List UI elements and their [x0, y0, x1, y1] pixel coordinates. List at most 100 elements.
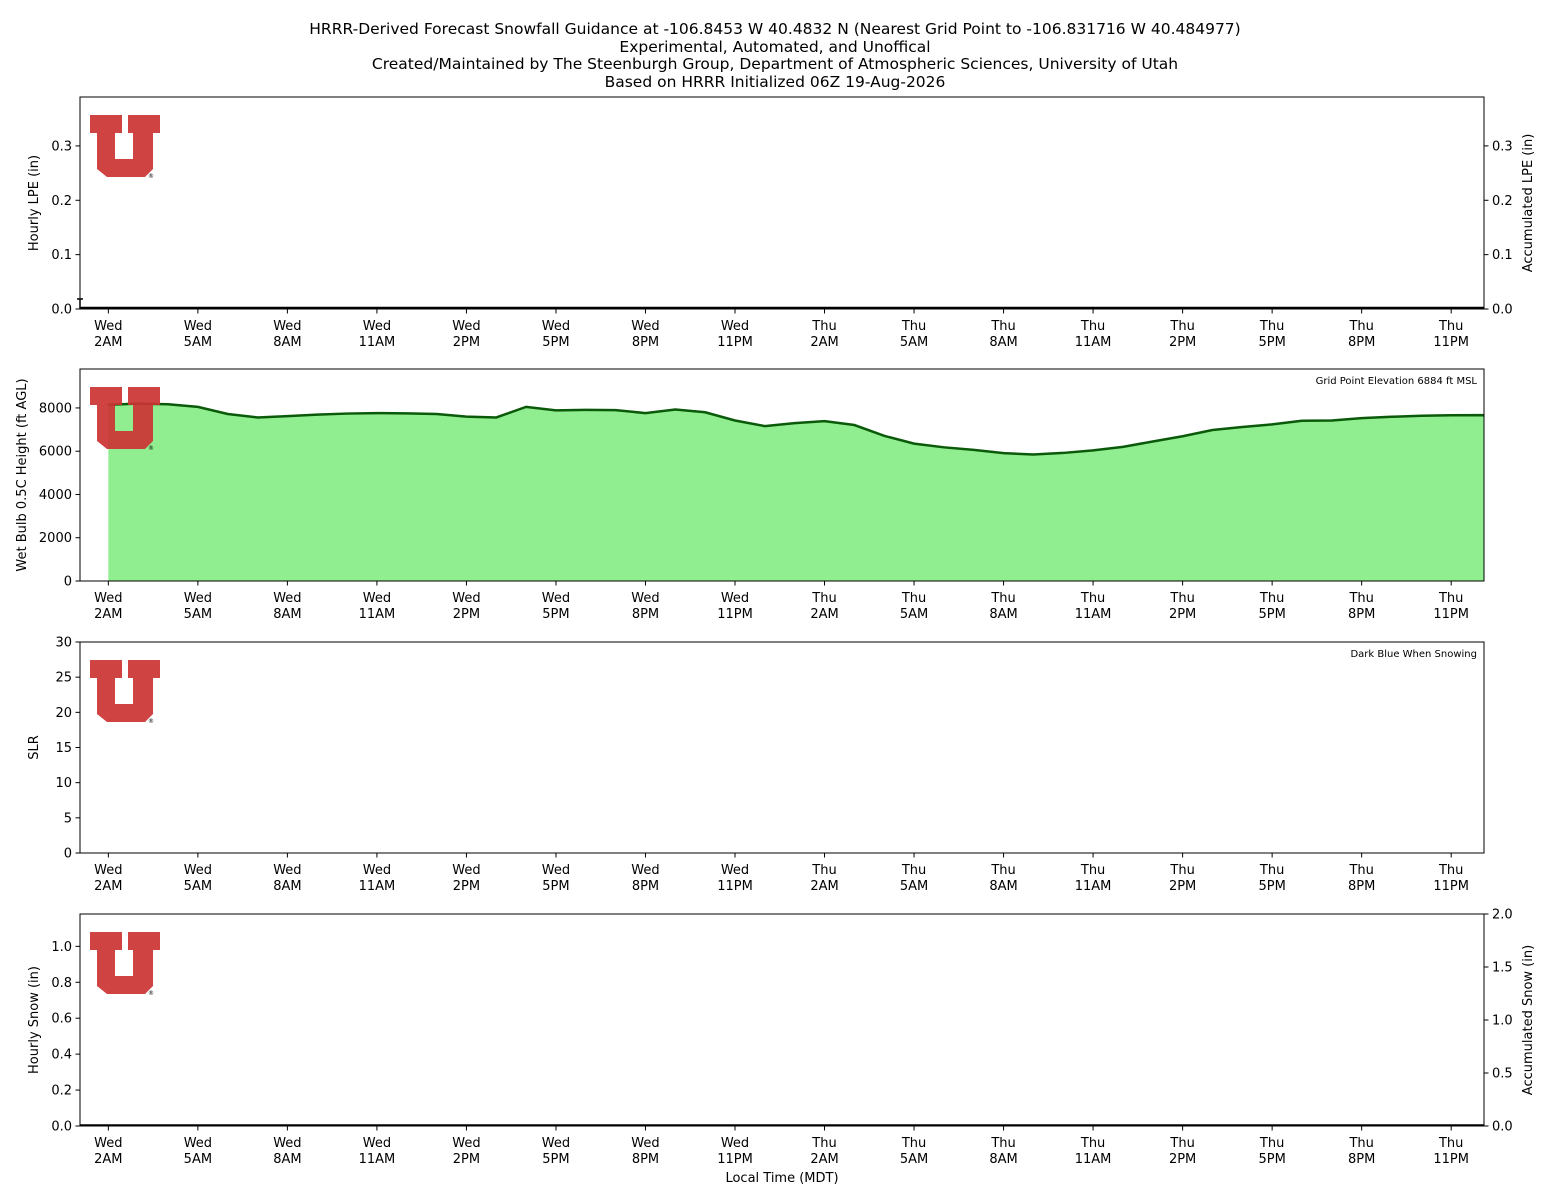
x-tick-label-time: 2AM	[810, 335, 838, 350]
x-tick-label-time: 8AM	[273, 1152, 301, 1167]
x-tick-label-day: Thu	[1348, 1136, 1373, 1151]
x-tick-label-time: 5AM	[900, 335, 928, 350]
y-tick-label: 0	[64, 575, 72, 590]
y2-tick-label: 0.0	[1492, 1120, 1513, 1135]
y-tick-label: 2000	[39, 531, 72, 546]
y-axis-label: Hourly LPE (in)	[27, 155, 42, 251]
x-tick-label-day: Thu	[990, 591, 1015, 606]
x-tick-label-day: Wed	[94, 319, 122, 334]
x-tick-label-time: 11PM	[717, 607, 753, 622]
x-tick-label-day: Thu	[811, 863, 836, 878]
x-tick-label-time: 11PM	[717, 335, 753, 350]
x-tick-label-time: 8AM	[989, 879, 1017, 894]
university-of-utah-logo: ®	[90, 932, 160, 997]
x-tick-label-day: Wed	[273, 863, 301, 878]
title-line-4: Based on HRRR Initialized 06Z 19-Aug-202…	[604, 72, 946, 91]
logo-u-shape	[90, 387, 160, 449]
x-tick-label-time: 11AM	[359, 335, 396, 350]
chart-title: HRRR-Derived Forecast Snowfall Guidance …	[0, 20, 1550, 91]
x-tick-label-day: Thu	[1259, 1136, 1284, 1151]
x-tick-label-day: Wed	[721, 319, 749, 334]
x-tick-label-day: Wed	[452, 1136, 480, 1151]
x-tick-label-time: 8PM	[1348, 607, 1375, 622]
x-tick-label-day: Thu	[990, 1136, 1015, 1151]
x-axis-label: Local Time (MDT)	[725, 1171, 838, 1186]
x-tick-label-time: 2AM	[94, 335, 122, 350]
x-tick-label-day: Thu	[990, 319, 1015, 334]
y-tick-label: 8000	[39, 401, 72, 416]
x-tick-label-time: 5AM	[184, 1152, 212, 1167]
y-tick-label: 0.3	[51, 139, 72, 154]
x-tick-label-time: 8PM	[632, 1152, 659, 1167]
x-tick-label-day: Thu	[1080, 319, 1105, 334]
x-tick-label-time: 5PM	[1258, 879, 1285, 894]
x-tick-label-day: Thu	[1259, 591, 1284, 606]
x-tick-label-time: 2PM	[1169, 1152, 1196, 1167]
x-tick-label-time: 5PM	[1258, 607, 1285, 622]
x-tick-label-time: 5PM	[542, 1152, 569, 1167]
x-tick-label-day: Thu	[1348, 319, 1373, 334]
x-tick-label-time: 11AM	[1075, 335, 1112, 350]
x-tick-label-time: 8PM	[632, 335, 659, 350]
y-tick-label: 10	[55, 776, 72, 791]
y-tick-label: 15	[55, 741, 72, 756]
x-tick-label-day: Thu	[901, 319, 926, 334]
x-tick-label-day: Wed	[542, 319, 570, 334]
x-tick-label-time: 8PM	[632, 879, 659, 894]
x-tick-label-day: Thu	[990, 863, 1015, 878]
y2-tick-label: 2.0	[1492, 908, 1513, 923]
x-tick-label-day: Wed	[631, 591, 659, 606]
x-tick-label-day: Thu	[1438, 1136, 1463, 1151]
x-tick-label-day: Thu	[811, 591, 836, 606]
x-tick-label-time: 2PM	[453, 1152, 480, 1167]
x-tick-label-time: 2AM	[94, 1152, 122, 1167]
x-tick-label-day: Wed	[363, 863, 391, 878]
x-tick-label-day: Wed	[721, 1136, 749, 1151]
x-tick-label-time: 5AM	[900, 607, 928, 622]
x-tick-label-day: Thu	[1169, 591, 1194, 606]
y2-tick-label: 1.5	[1492, 961, 1513, 976]
x-tick-label-day: Wed	[452, 863, 480, 878]
y-tick-label: 1.0	[51, 940, 72, 955]
y-tick-label: 0.4	[51, 1048, 72, 1063]
x-tick-label-day: Wed	[363, 319, 391, 334]
y-tick-label: 25	[55, 671, 72, 686]
x-tick-label-day: Wed	[452, 591, 480, 606]
panel-frame	[79, 96, 1485, 310]
x-tick-label-day: Thu	[1080, 591, 1105, 606]
x-tick-label-day: Wed	[721, 591, 749, 606]
y-tick-label: 0.2	[51, 194, 72, 209]
y-tick-label: 5	[64, 811, 72, 826]
y-tick-label: 0.0	[51, 1120, 72, 1135]
x-tick-label-day: Wed	[631, 863, 659, 878]
x-tick-label-day: Thu	[1169, 319, 1194, 334]
x-tick-label-time: 11AM	[1075, 879, 1112, 894]
x-tick-label-time: 5AM	[900, 1152, 928, 1167]
x-tick-label-day: Wed	[363, 591, 391, 606]
x-tick-label-day: Wed	[94, 863, 122, 878]
x-tick-label-time: 2PM	[453, 335, 480, 350]
y2-tick-label: 1.0	[1492, 1014, 1513, 1029]
x-tick-label-time: 2AM	[94, 879, 122, 894]
x-tick-label-day: Thu	[901, 863, 926, 878]
x-tick-label-day: Thu	[1438, 319, 1463, 334]
y2-axis-label: Accumulated Snow (in)	[1521, 945, 1536, 1095]
x-tick-label-time: 2PM	[1169, 879, 1196, 894]
university-of-utah-logo: ®	[90, 115, 160, 180]
x-tick-label-time: 11AM	[359, 607, 396, 622]
y-tick-label: 0.1	[51, 248, 72, 263]
logo-u-shape	[90, 660, 160, 722]
logo-u-shape	[90, 115, 160, 177]
y2-tick-label: 0.2	[1492, 194, 1513, 209]
y-tick-label: 0	[64, 847, 72, 862]
snowing-annotation: Dark Blue When Snowing	[1350, 649, 1477, 660]
panel-frame	[79, 641, 1485, 854]
logo-registered-mark: ®	[148, 718, 154, 725]
x-tick-label-day: Wed	[273, 319, 301, 334]
panel-frame	[79, 368, 1485, 582]
wetbulb-area	[108, 403, 1484, 581]
title-line-3: Created/Maintained by The Steenburgh Gro…	[371, 55, 1179, 74]
x-tick-label-time: 11AM	[359, 879, 396, 894]
x-tick-label-day: Wed	[721, 863, 749, 878]
